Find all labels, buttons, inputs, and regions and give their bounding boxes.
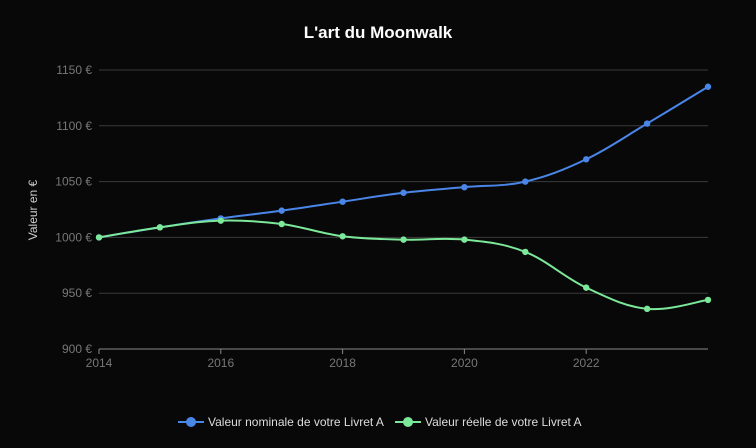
data-point-0: [461, 183, 468, 191]
data-point-1: [217, 217, 224, 224]
data-point-1: [461, 236, 468, 243]
data-point-1: [339, 233, 346, 240]
y-tick-label: 900 €: [62, 342, 92, 356]
x-tick-label: 2022: [573, 356, 600, 370]
series-line-0: [98, 85, 709, 239]
data-point-0: [583, 156, 590, 163]
data-point-1: [156, 224, 164, 231]
series-line-1: [98, 219, 709, 311]
data-point-0: [278, 207, 285, 214]
legend-item-1[interactable]: Valeur réelle de votre Livret A: [395, 415, 582, 429]
legend-item-0[interactable]: Valeur nominale de votre Livret A: [178, 415, 384, 429]
data-point-0: [339, 198, 346, 205]
data-point-1: [583, 284, 590, 291]
legend-marker: [186, 417, 196, 427]
data-point-0: [522, 178, 529, 185]
data-point-0: [643, 120, 651, 127]
chart-title: L'art du Moonwalk: [304, 23, 453, 42]
x-tick-label: 2014: [86, 356, 113, 370]
data-point-1: [400, 236, 407, 243]
y-tick-label: 1050 €: [55, 175, 92, 189]
data-point-1: [643, 305, 651, 313]
data-point-0: [400, 189, 407, 196]
y-tick-label: 1100 €: [56, 119, 92, 133]
legend-label: Valeur réelle de votre Livret A: [425, 415, 582, 429]
legend-label: Valeur nominale de votre Livret A: [208, 415, 384, 429]
data-point-1: [278, 220, 285, 228]
x-tick-label: 2020: [451, 356, 478, 370]
data-point-1: [704, 296, 712, 304]
y-axis-label: Valeur en €: [26, 179, 40, 240]
data-point-1: [522, 248, 529, 256]
y-tick-label: 950 €: [62, 286, 92, 300]
x-tick-label: 2016: [207, 356, 234, 370]
data-point-1: [95, 234, 103, 241]
data-point-0: [704, 83, 712, 90]
legend-marker: [403, 417, 413, 427]
x-tick-label: 2018: [329, 356, 356, 370]
y-tick-label: 1000 €: [55, 230, 92, 244]
y-tick-label: 1150 €: [56, 63, 92, 77]
